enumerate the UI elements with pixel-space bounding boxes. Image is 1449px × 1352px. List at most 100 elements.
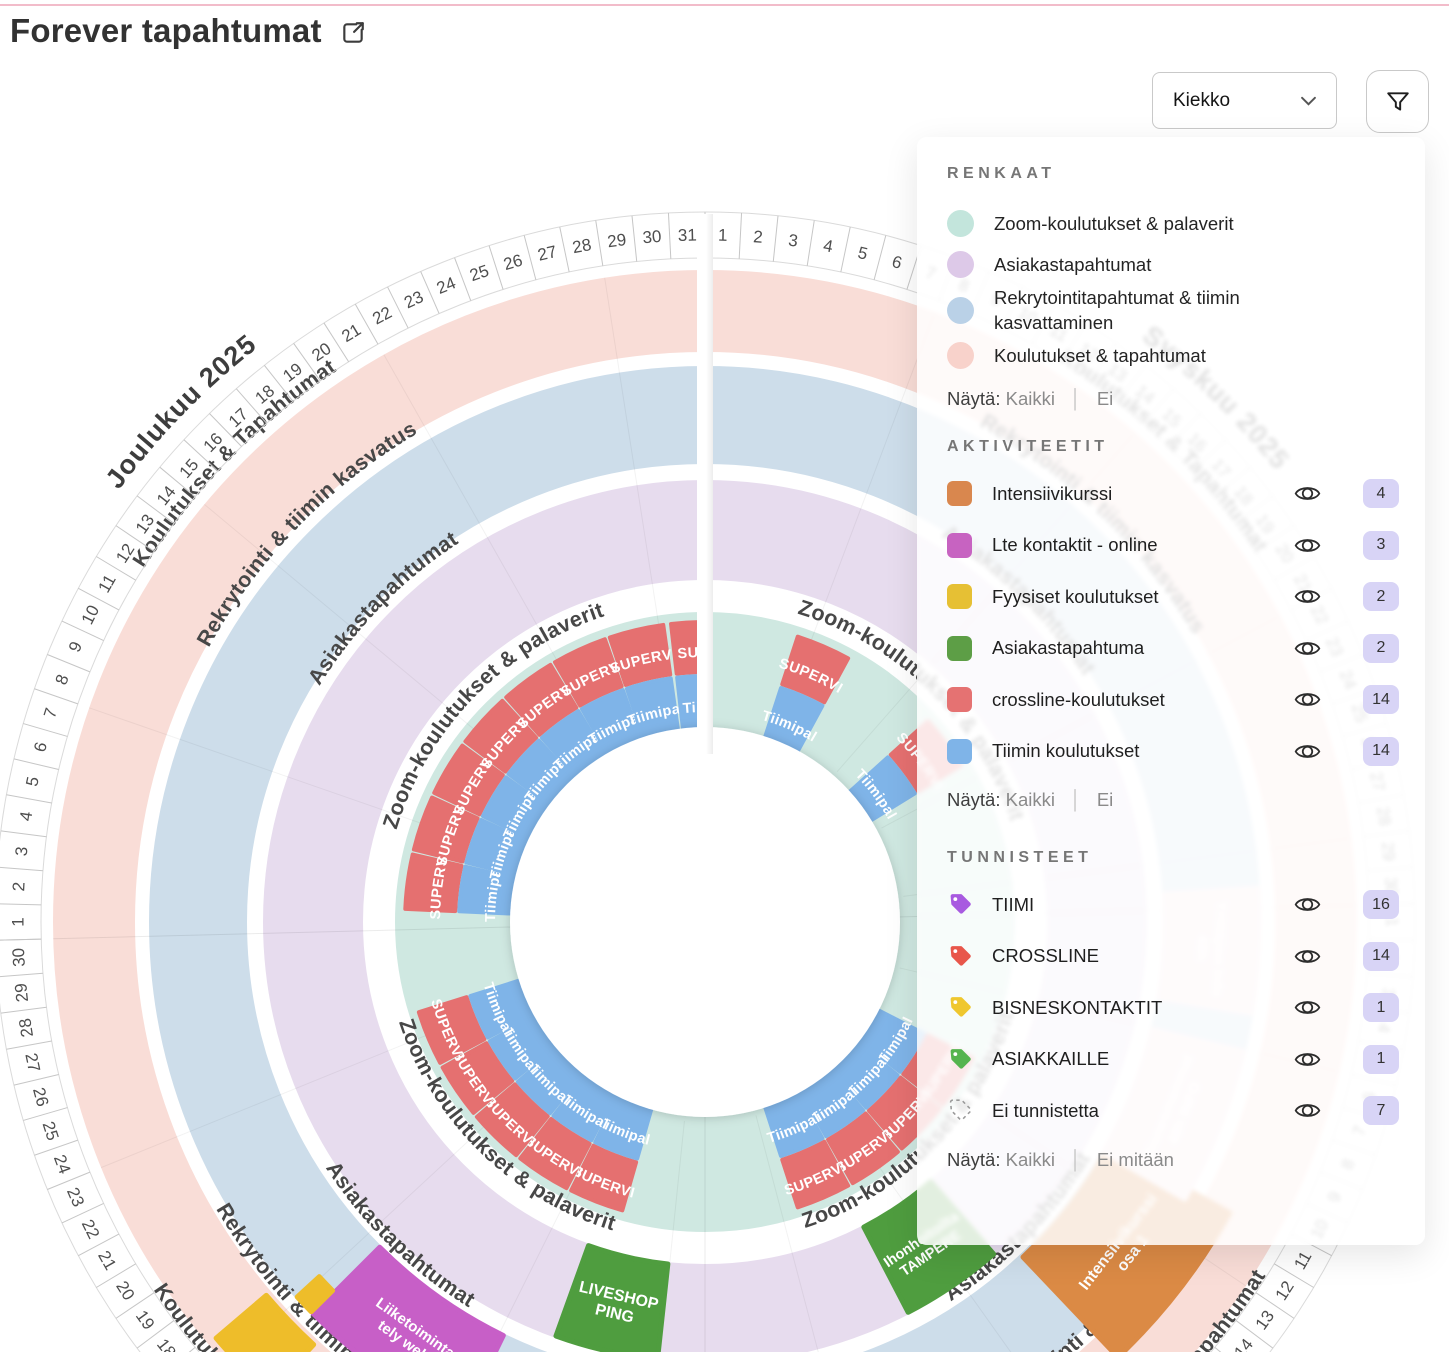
activity-row[interactable]: Intensiivikurssi 4 xyxy=(947,468,1399,520)
visibility-eye-icon[interactable] xyxy=(1294,1097,1321,1124)
filter-button[interactable] xyxy=(1366,70,1429,133)
day-cell[interactable]: 22 xyxy=(369,303,395,329)
day-cell[interactable]: 6 xyxy=(30,740,51,754)
day-cell[interactable]: 25 xyxy=(39,1119,63,1143)
day-cell[interactable]: 23 xyxy=(401,287,426,312)
session-arc-supervi[interactable] xyxy=(518,1117,592,1191)
activities-show-all[interactable]: Kaikki xyxy=(1005,789,1055,810)
visibility-eye-icon[interactable] xyxy=(1294,994,1321,1021)
session-arc-supervi[interactable] xyxy=(504,662,579,737)
day-cell[interactable]: 1 xyxy=(718,226,728,245)
day-cell[interactable]: 27 xyxy=(536,242,559,265)
visibility-eye-icon[interactable] xyxy=(1294,583,1321,610)
day-cell[interactable]: 28 xyxy=(15,1017,37,1039)
tag-row[interactable]: ASIAKKAILLE 1 xyxy=(947,1034,1399,1086)
day-cell[interactable]: 26 xyxy=(29,1085,52,1108)
day-cell[interactable]: 18 xyxy=(153,1335,180,1352)
day-cell[interactable]: 24 xyxy=(50,1152,74,1176)
view-mode-select[interactable]: Kiekko xyxy=(1152,72,1337,129)
session-arc-supervi[interactable] xyxy=(403,852,464,914)
day-cell[interactable]: 5 xyxy=(856,243,870,264)
visibility-eye-icon[interactable] xyxy=(1294,943,1321,970)
day-cell[interactable]: 7 xyxy=(40,706,61,721)
visibility-eye-icon[interactable] xyxy=(1294,532,1321,559)
day-cell[interactable]: 9 xyxy=(65,639,86,655)
day-cell[interactable]: 10 xyxy=(78,602,103,627)
day-cell[interactable]: 24 xyxy=(434,273,459,298)
day-cell[interactable]: 22 xyxy=(78,1216,103,1241)
session-arc-supervi[interactable] xyxy=(416,995,487,1065)
ring-legend-item[interactable]: Zoom-koulutukset & palaverit xyxy=(947,203,1399,244)
tag-row[interactable]: BISNESKONTAKTIT 1 xyxy=(947,982,1399,1034)
day-cell[interactable]: 5 xyxy=(22,775,43,788)
tags-show-none[interactable]: Ei mitään xyxy=(1096,1148,1174,1170)
filter-panel: RENKAAT Zoom-koulutukset & palaverit Asia… xyxy=(917,137,1425,1245)
visibility-eye-icon[interactable] xyxy=(1294,686,1321,713)
day-cell[interactable]: 12 xyxy=(1272,1278,1298,1304)
activity-row[interactable]: Asiakastapahtuma 2 xyxy=(947,623,1399,675)
tag-row[interactable]: TIIMI 16 xyxy=(947,879,1399,931)
day-cell[interactable]: 19 xyxy=(132,1307,158,1333)
day-cell[interactable]: 2 xyxy=(9,881,28,891)
day-cell[interactable]: 29 xyxy=(11,982,32,1003)
session-arc-supervi[interactable] xyxy=(432,743,505,817)
day-cell[interactable]: 29 xyxy=(606,230,627,251)
rings-show-none[interactable]: Ei xyxy=(1096,388,1114,409)
session-arc-supervi[interactable] xyxy=(440,1041,515,1115)
day-cell[interactable]: 25 xyxy=(467,261,491,285)
ring-legend-item[interactable]: Koulutukset & tapahtumat xyxy=(947,335,1399,376)
day-cell[interactable]: 21 xyxy=(338,320,364,346)
session-arc-supervi[interactable] xyxy=(553,637,624,708)
day-cell[interactable]: 27 xyxy=(21,1051,43,1073)
session-arc-supervi[interactable] xyxy=(474,1082,550,1158)
visibility-eye-icon[interactable] xyxy=(1294,480,1321,507)
session-arc-supervi[interactable] xyxy=(780,634,851,705)
day-cell[interactable]: 26 xyxy=(501,251,524,275)
visibility-eye-icon[interactable] xyxy=(1294,738,1321,765)
event-arc[interactable] xyxy=(294,1274,336,1315)
day-cell[interactable]: 30 xyxy=(9,947,29,967)
day-cell[interactable]: 8 xyxy=(52,672,73,688)
tags-show-all[interactable]: Kaikki xyxy=(1005,1148,1055,1170)
ring-legend-item[interactable]: Asiakastapahtumat xyxy=(947,244,1399,285)
session-arc-supervi[interactable] xyxy=(607,622,673,687)
day-cell[interactable]: 13 xyxy=(1252,1307,1278,1333)
visibility-eye-icon[interactable] xyxy=(1294,635,1321,662)
event-arc[interactable] xyxy=(553,1243,671,1352)
day-cell[interactable]: 30 xyxy=(642,227,662,247)
day-cell[interactable]: 4 xyxy=(822,236,835,256)
activity-row[interactable]: Lte kontaktit - online 3 xyxy=(947,520,1399,572)
session-arc-supervi[interactable] xyxy=(780,1139,851,1210)
event-arc[interactable] xyxy=(213,1292,317,1352)
session-arc-supervi[interactable] xyxy=(463,698,539,774)
day-cell[interactable]: 11 xyxy=(94,571,119,596)
visibility-eye-icon[interactable] xyxy=(1294,891,1321,918)
day-cell[interactable]: 28 xyxy=(571,235,593,257)
day-cell[interactable]: 31 xyxy=(678,225,697,244)
session-arc-supervi[interactable] xyxy=(826,1111,900,1186)
day-cell[interactable]: 2 xyxy=(753,227,764,247)
tag-row[interactable]: Ei tunnistetta 7 xyxy=(947,1085,1399,1137)
day-cell[interactable]: 14 xyxy=(1230,1335,1257,1352)
tag-row[interactable]: CROSSLINE 14 xyxy=(947,931,1399,983)
day-cell[interactable]: 21 xyxy=(94,1247,120,1273)
session-arc-supervi[interactable] xyxy=(411,795,480,864)
event-arc[interactable] xyxy=(310,1244,506,1352)
day-cell[interactable]: 1 xyxy=(9,917,28,926)
day-cell[interactable]: 3 xyxy=(12,846,32,857)
activity-row[interactable]: Fyysiset koulutukset 2 xyxy=(947,571,1399,623)
activities-show-none[interactable]: Ei xyxy=(1096,789,1114,810)
day-cell[interactable]: 23 xyxy=(63,1185,88,1210)
external-link-icon[interactable] xyxy=(340,20,366,46)
rings-show-all[interactable]: Kaikki xyxy=(1005,388,1055,409)
day-cell[interactable]: 6 xyxy=(890,252,904,273)
day-cell[interactable]: 4 xyxy=(16,810,36,822)
session-arc-supervi[interactable] xyxy=(569,1143,639,1213)
day-cell[interactable]: 3 xyxy=(787,231,799,251)
ring-legend-item[interactable]: Rekrytointitapahtumat & tiimin kasvattam… xyxy=(947,285,1399,335)
visibility-eye-icon[interactable] xyxy=(1294,1046,1321,1073)
activity-row[interactable]: crossline-koulutukset 14 xyxy=(947,674,1399,726)
day-cell[interactable]: 20 xyxy=(112,1278,138,1304)
day-cell[interactable]: 11 xyxy=(1290,1248,1315,1273)
activity-row[interactable]: Tiimin koulutukset 14 xyxy=(947,726,1399,778)
